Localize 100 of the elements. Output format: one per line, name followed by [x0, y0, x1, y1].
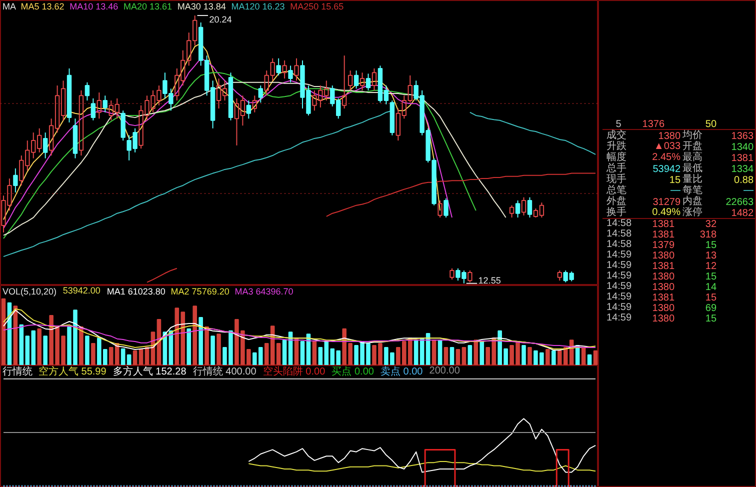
candlestick: [228, 72, 234, 121]
text: 15: [705, 292, 717, 304]
text: 14:59: [606, 312, 632, 324]
bar: [522, 345, 526, 365]
text: 22663: [726, 197, 754, 208]
bar: [1, 298, 6, 365]
text: 卖点 0.00: [380, 366, 424, 378]
text: 14:59: [606, 250, 632, 260]
text: 0.88: [734, 175, 754, 186]
text: 32: [705, 219, 717, 230]
bar: [432, 340, 436, 365]
chart-title: MA: [2, 2, 16, 12]
text: 内盘: [682, 195, 702, 207]
text: 1379: [652, 240, 675, 251]
bar: [444, 347, 448, 365]
bar: [546, 349, 550, 365]
text: 14:59: [606, 260, 632, 271]
text: 1381: [652, 230, 675, 240]
bar: [312, 341, 317, 365]
text: 15: [705, 314, 717, 324]
text: 15: [669, 175, 681, 186]
bar: [552, 350, 556, 365]
bar: [79, 326, 84, 365]
text: 1380: [652, 314, 675, 324]
text: 1376: [642, 119, 665, 130]
bar: [593, 350, 598, 365]
text: 空方人气 55.99: [38, 366, 107, 378]
text: 1381: [652, 261, 675, 272]
text: —: [670, 185, 680, 196]
text: 200.00: [429, 366, 460, 376]
bar: [210, 336, 215, 365]
text: 14:59: [606, 281, 632, 292]
text: 2.45%: [652, 152, 681, 163]
text: 量比: [682, 173, 702, 185]
text: 均价: [682, 129, 702, 141]
candlestick: [348, 70, 353, 91]
text: 5: [616, 119, 622, 130]
text: 0.49%: [652, 207, 681, 218]
text: MA10 13.46: [70, 2, 118, 12]
bar: [480, 341, 484, 365]
candlestick: [13, 168, 18, 193]
text: 53942: [652, 164, 681, 175]
text: 14:58: [606, 218, 632, 229]
text: 1381: [652, 292, 675, 304]
text: MA30 13.84: [177, 2, 226, 12]
candlestick: [102, 95, 108, 113]
bar: [282, 340, 287, 365]
text: MA3 64396.70: [234, 286, 294, 296]
bar: [198, 317, 203, 365]
candlestick: [66, 68, 72, 123]
text: 成交: [606, 129, 626, 141]
text: 14: [705, 282, 717, 293]
text: ▲033: [654, 141, 681, 152]
text: MA250 15.65: [290, 2, 344, 12]
candlestick: [288, 65, 293, 83]
text: MA2 75769.20: [170, 286, 230, 296]
candlestick: [360, 72, 365, 91]
bar: [276, 343, 281, 365]
bar: [587, 354, 592, 365]
candlestick: [276, 58, 281, 76]
text: 外盘: [606, 195, 626, 207]
text: 1363: [731, 131, 754, 142]
text: 12: [705, 261, 717, 272]
text: 53942.00: [62, 286, 100, 296]
legend-label: 买点 0.00: [332, 366, 374, 378]
text: 总笔: [606, 184, 626, 196]
candlestick: [42, 132, 48, 159]
annotation: 20.24: [209, 14, 232, 24]
bar: [456, 349, 460, 365]
text: 15: [705, 240, 717, 251]
text: 14:59: [606, 270, 632, 282]
text: 空头陷阱 0.00: [262, 366, 326, 378]
text: 318: [700, 230, 717, 240]
chart-title: 行情统: [2, 366, 32, 378]
bar: [318, 347, 323, 365]
text: 1380: [652, 272, 675, 282]
bar: [138, 349, 144, 365]
chart-title: VOL(5,10,20): [2, 286, 57, 296]
bar: [216, 334, 221, 365]
text: 每笔: [682, 184, 702, 196]
text: 升跌: [606, 140, 626, 152]
text: 1334: [731, 164, 754, 175]
text: 50: [705, 119, 717, 130]
text: 1340: [731, 142, 754, 153]
bar: [37, 328, 42, 365]
text: —: [744, 185, 754, 196]
text: 14:58: [606, 228, 632, 240]
bar: [19, 324, 24, 365]
bar: [120, 348, 126, 365]
text: 涨停: [682, 206, 702, 218]
text: 1380: [652, 282, 675, 293]
text: 1380: [652, 250, 675, 262]
text: 69: [705, 303, 717, 314]
bar: [204, 326, 209, 365]
text: MA20 13.61: [123, 2, 172, 12]
text: 开盘: [682, 140, 702, 152]
text: 1381: [652, 219, 675, 230]
text: 幅度: [606, 151, 626, 163]
text: 13: [705, 250, 717, 262]
bar: [450, 347, 454, 365]
